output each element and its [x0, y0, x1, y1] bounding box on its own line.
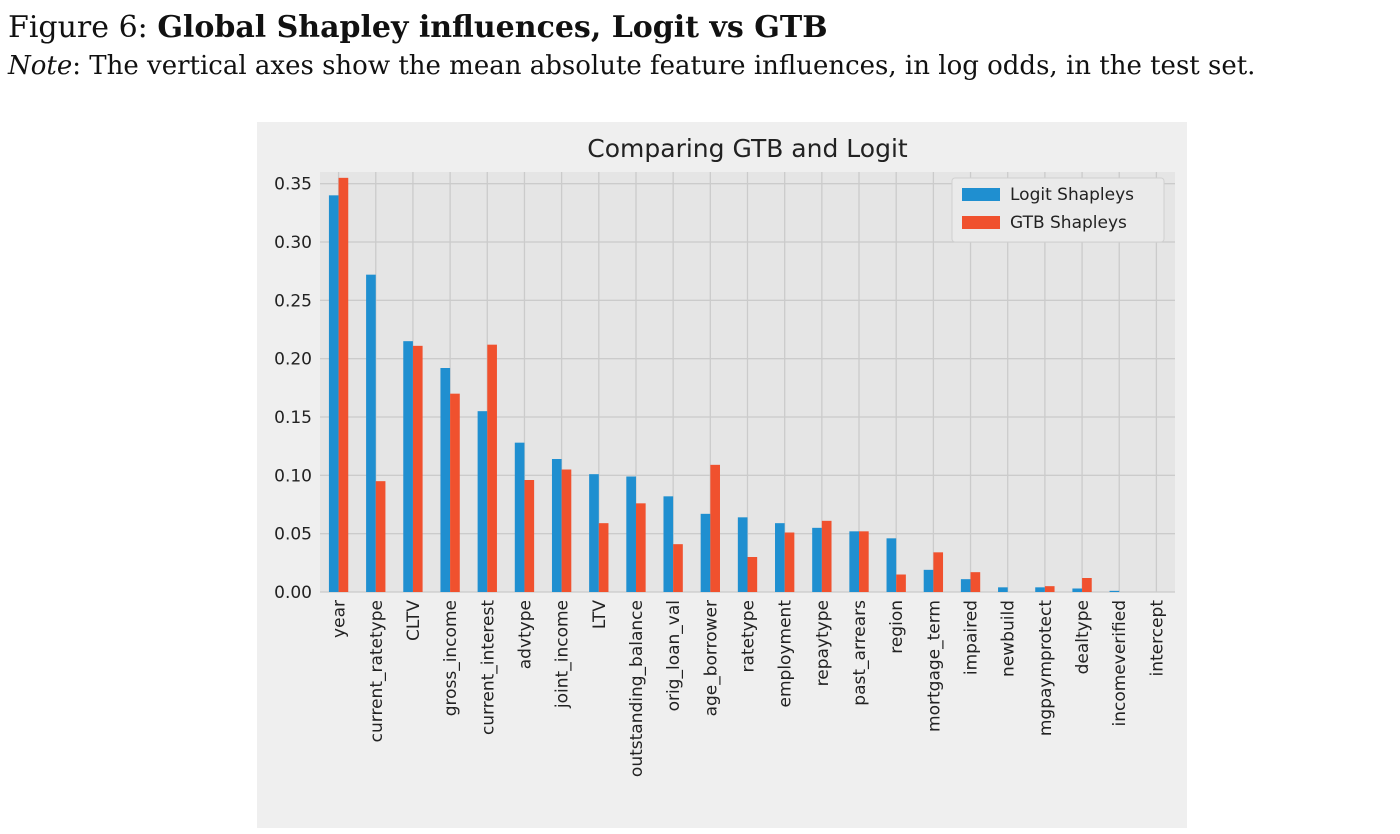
y-tick-label: 0.20 [274, 350, 312, 370]
gtb-bar-mgpaymprotect [1044, 586, 1055, 592]
x-tick-label: impaired [962, 600, 982, 675]
gtb-bar-employment [784, 532, 795, 592]
logit-bar-joint-income [551, 459, 562, 592]
logit-bar-gross-income [440, 368, 451, 592]
x-tick-label: newbuild [999, 600, 1019, 677]
x-tick-label: current_ratetype [367, 600, 387, 742]
x-tick-label: outstanding_balance [627, 600, 647, 777]
logit-bar-outstanding-balance [626, 476, 636, 592]
gtb-bar-dealtype [1082, 578, 1092, 592]
figure-caption: Figure 6: Global Shapley influences, Log… [8, 8, 1398, 84]
logit-bar-employment [775, 523, 785, 592]
logit-bar-repaytype [812, 527, 822, 592]
legend-label: GTB Shapleys [1010, 213, 1127, 233]
logit-bar-mgpaymprotect [1035, 587, 1045, 592]
logit-bar-year [328, 195, 339, 592]
logit-bar-advtype [514, 442, 525, 592]
x-tick-label: CLTV [404, 600, 424, 641]
gtb-bar-advtype [524, 480, 535, 592]
x-tick-label: age_borrower [701, 600, 721, 716]
x-tick-label: dealtype [1073, 600, 1093, 674]
x-tick-label: employment [776, 600, 796, 708]
x-tick-label: ratetype [739, 600, 759, 673]
gtb-bar-impaired [970, 572, 981, 592]
gtb-bar-repaytype [821, 520, 832, 592]
legend-swatch [962, 216, 1000, 229]
x-tick-label: intercept [1147, 600, 1167, 677]
logit-bar-past-arrears [849, 531, 860, 592]
y-tick-labels: 0.00 0.05 0.10 0.15 0.20 0.25 0.30 0.35 [274, 175, 312, 603]
logit-bar-dealtype [1072, 588, 1083, 592]
gtb-bar-past-arrears [859, 531, 869, 592]
note-label: Note [8, 51, 73, 81]
gtb-bar-orig-loan-val [673, 544, 683, 592]
x-tick-label: mortgage_term [924, 600, 944, 732]
x-tick-label: LTV [590, 600, 610, 630]
y-tick-label: 0.25 [274, 291, 312, 311]
y-tick-label: 0.10 [274, 466, 312, 486]
gtb-bar-cltv [412, 345, 423, 592]
figure-title: Global Shapley influences, Logit vs GTB [157, 10, 828, 45]
figure-panel: 0.00 0.05 0.10 0.15 0.20 0.25 0.30 0.35 year cur… [257, 122, 1187, 828]
gtb-bar-year [338, 177, 349, 593]
bar-chart: 0.000.050.100.150.200.250.300.35 year cur… [274, 134, 1175, 777]
x-tick-labels: year current_ratetype CLTV gross_income curr… [330, 600, 1168, 777]
gtb-bar-ltv [598, 523, 609, 592]
figure-label: Figure 6: [8, 10, 148, 45]
legend-box [951, 177, 1165, 243]
x-tick-label: orig_loan_val [664, 600, 684, 711]
y-tick-label: 0.15 [274, 408, 312, 428]
logit-bar-newbuild [998, 587, 1008, 592]
x-tick-label: region [887, 600, 907, 654]
chart-title: Comparing GTB and Logit [587, 134, 908, 163]
logit-bar-ltv [589, 474, 599, 592]
x-tick-label: advtype [515, 600, 535, 669]
note-text: : The vertical axes show the mean absolu… [72, 51, 1256, 81]
logit-bar-impaired [960, 579, 971, 592]
logit-bar-current-interest [477, 411, 488, 592]
gtb-bar-ratetype [747, 557, 758, 592]
x-tick-label: incomeverified [1110, 600, 1130, 726]
y-tick-label: 0.00 [274, 583, 312, 603]
x-tick-label: repaytype [813, 600, 833, 686]
gtb-bar-current-interest [487, 344, 497, 592]
gtb-bar-gross-income [450, 393, 460, 592]
x-tick-label: year [330, 600, 350, 638]
logit-bar-age-borrower [700, 513, 711, 592]
logit-bar-ratetype [737, 517, 748, 592]
figure-note: Note: The vertical axes show the mean ab… [8, 48, 1398, 84]
logit-bar-cltv [403, 341, 413, 592]
legend-swatch [962, 188, 1000, 201]
logit-bar-mortgage-term [923, 569, 934, 592]
gtb-bar-age-borrower [710, 464, 720, 592]
y-tick-label: 0.05 [274, 525, 312, 545]
logit-bar-current-ratetype [366, 274, 376, 592]
y-tick-label: 0.30 [274, 233, 312, 253]
gtb-bar-current-ratetype [375, 481, 386, 592]
bars [328, 177, 1120, 593]
x-tick-label: joint_income [553, 600, 573, 709]
logit-bar-incomeverified [1109, 590, 1120, 592]
gtb-bar-mortgage-term [933, 552, 944, 592]
legend-label: Logit Shapleys [1010, 185, 1134, 205]
logit-bar-region [886, 538, 897, 592]
logit-bar-orig-loan-val [663, 496, 674, 592]
gtb-bar-outstanding-balance [635, 503, 646, 592]
x-tick-label: current_interest [478, 600, 498, 735]
x-tick-label: mgpaymprotect [1036, 600, 1056, 736]
legend: Logit Shapleys GTB Shapleys [951, 177, 1165, 243]
gtb-bar-joint-income [561, 469, 572, 592]
figure-heading: Figure 6: Global Shapley influences, Log… [8, 8, 1398, 48]
x-tick-label: past_arrears [850, 600, 870, 706]
y-tick-label: 0.35 [274, 175, 312, 195]
x-tick-label: gross_income [441, 600, 461, 716]
gtb-bar-region [896, 574, 906, 592]
